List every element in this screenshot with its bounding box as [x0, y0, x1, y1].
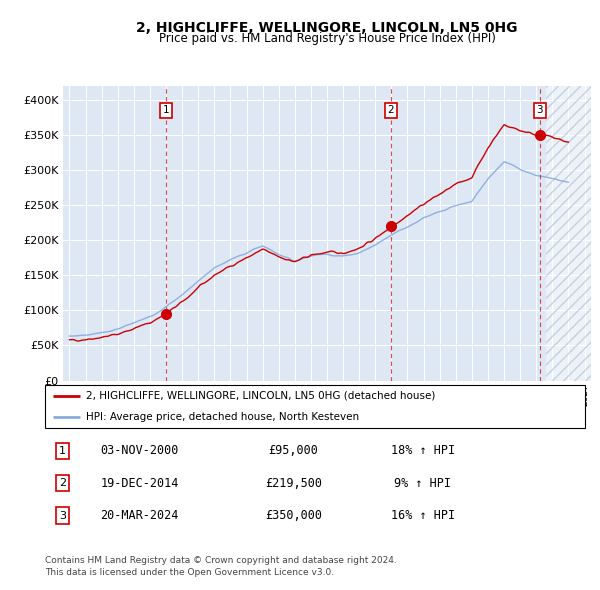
Text: 2, HIGHCLIFFE, WELLINGORE, LINCOLN, LN5 0HG: 2, HIGHCLIFFE, WELLINGORE, LINCOLN, LN5 … — [136, 21, 518, 35]
Text: 19-DEC-2014: 19-DEC-2014 — [100, 477, 179, 490]
Text: £95,000: £95,000 — [268, 444, 319, 457]
Bar — [546, 86, 591, 381]
Text: 9% ↑ HPI: 9% ↑ HPI — [395, 477, 452, 490]
Text: 1: 1 — [59, 445, 66, 455]
Text: £350,000: £350,000 — [265, 509, 322, 522]
Text: 2, HIGHCLIFFE, WELLINGORE, LINCOLN, LN5 0HG (detached house): 2, HIGHCLIFFE, WELLINGORE, LINCOLN, LN5 … — [86, 391, 435, 401]
Text: Price paid vs. HM Land Registry's House Price Index (HPI): Price paid vs. HM Land Registry's House … — [158, 32, 496, 45]
Text: 2: 2 — [59, 478, 66, 488]
Text: 03-NOV-2000: 03-NOV-2000 — [100, 444, 179, 457]
Text: 3: 3 — [536, 105, 543, 115]
Text: 16% ↑ HPI: 16% ↑ HPI — [391, 509, 455, 522]
Text: 3: 3 — [59, 510, 66, 520]
Text: 18% ↑ HPI: 18% ↑ HPI — [391, 444, 455, 457]
Text: 2: 2 — [388, 105, 394, 115]
Text: 20-MAR-2024: 20-MAR-2024 — [100, 509, 179, 522]
Text: £219,500: £219,500 — [265, 477, 322, 490]
Text: 1: 1 — [163, 105, 169, 115]
Text: Contains HM Land Registry data © Crown copyright and database right 2024.
This d: Contains HM Land Registry data © Crown c… — [45, 556, 397, 577]
Text: HPI: Average price, detached house, North Kesteven: HPI: Average price, detached house, Nort… — [86, 412, 359, 421]
Bar — [546, 86, 591, 381]
